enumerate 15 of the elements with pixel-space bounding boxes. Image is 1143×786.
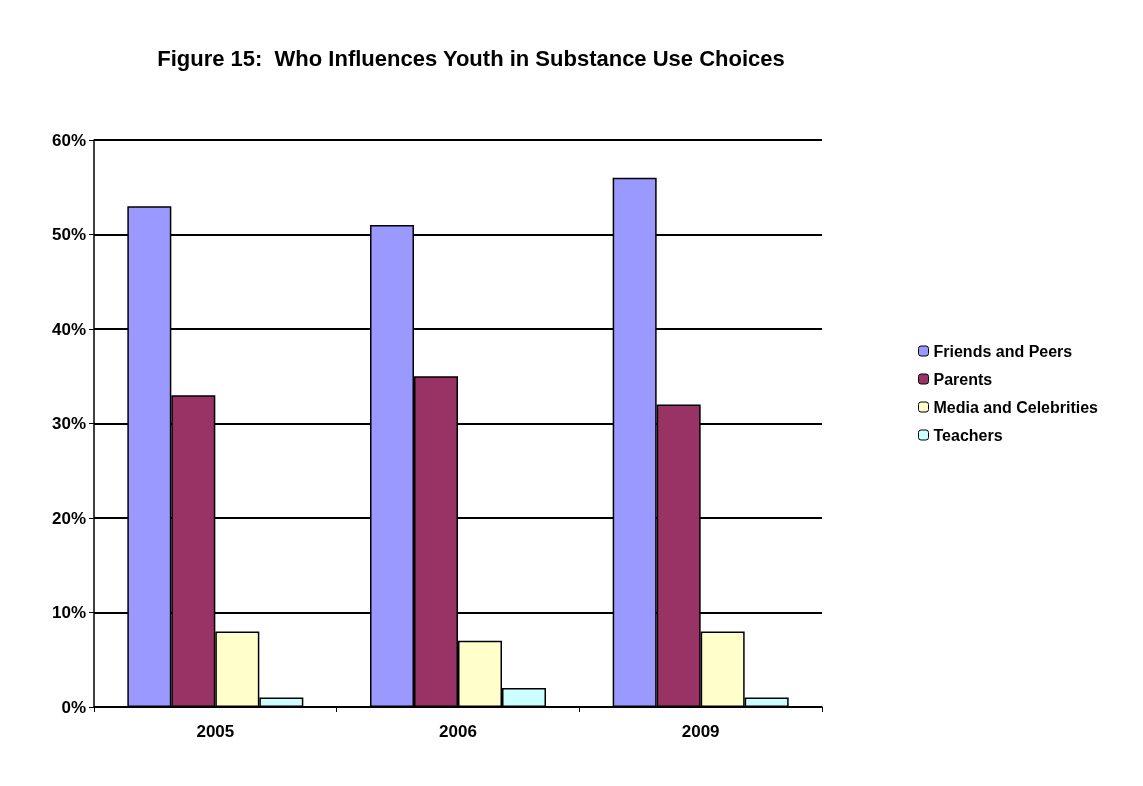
y-tick-label: 50% bbox=[51, 225, 86, 244]
x-tick-label: 2009 bbox=[681, 722, 720, 741]
y-tick-label: 30% bbox=[51, 414, 86, 433]
legend-label: Parents bbox=[933, 370, 993, 388]
y-tick-label: 40% bbox=[51, 319, 86, 339]
legend-label: Media and Celebrities bbox=[933, 398, 1099, 416]
y-tick-label: 10% bbox=[51, 603, 86, 622]
x-tick-label: 2006 bbox=[439, 722, 477, 741]
y-tick-label: 0% bbox=[61, 697, 86, 717]
legend-label: Friends and Peers bbox=[933, 342, 1073, 360]
x-tick-label: 2005 bbox=[196, 722, 235, 741]
legend-label: Teachers bbox=[933, 426, 1003, 444]
y-tick-label: 20% bbox=[51, 508, 86, 528]
chart-title: Figure 15: Who Influences Youth in Substance Use Choices bbox=[157, 45, 785, 71]
y-tick-label: 60% bbox=[51, 130, 86, 150]
